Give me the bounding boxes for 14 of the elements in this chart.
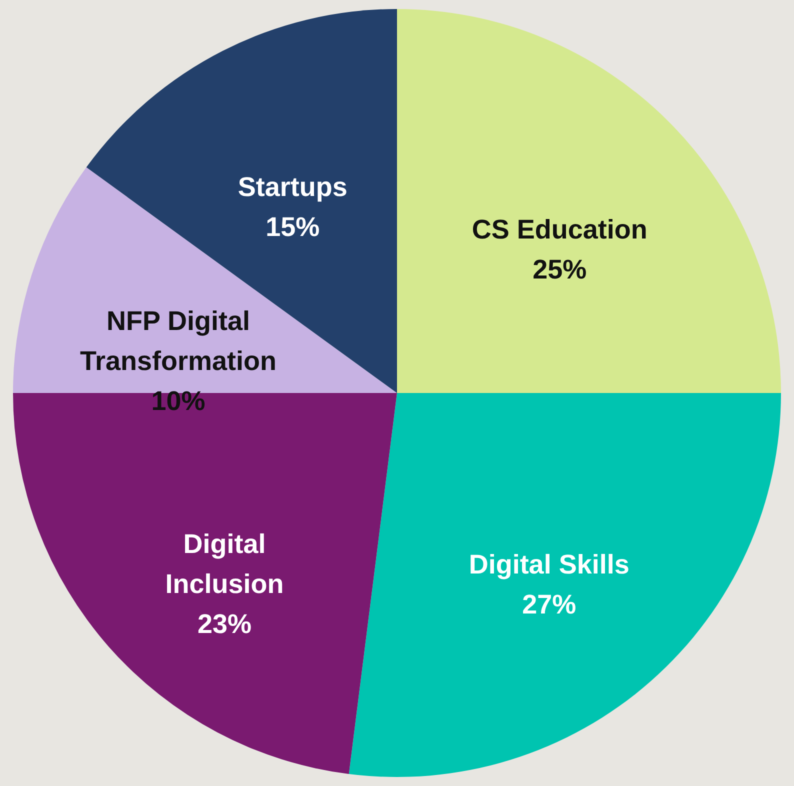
- slice-label: Digital Skills: [468, 550, 630, 580]
- data-label: 23%: [197, 609, 252, 640]
- data-label: 25%: [532, 254, 587, 284]
- pie-slice: [13, 167, 397, 393]
- data-label: 10%: [151, 386, 206, 416]
- data-label: 27%: [522, 590, 576, 620]
- slice-label: NFP Digital Transformation: [80, 306, 277, 376]
- slice-label: Startups: [238, 172, 348, 202]
- pie-slice: [397, 9, 781, 393]
- pie-slice: [13, 393, 397, 774]
- slice-label: Digital Inclusion: [165, 529, 284, 600]
- slice-label: CS Education: [472, 214, 648, 244]
- data-label: 15%: [266, 212, 320, 242]
- pie-slice: [348, 393, 781, 777]
